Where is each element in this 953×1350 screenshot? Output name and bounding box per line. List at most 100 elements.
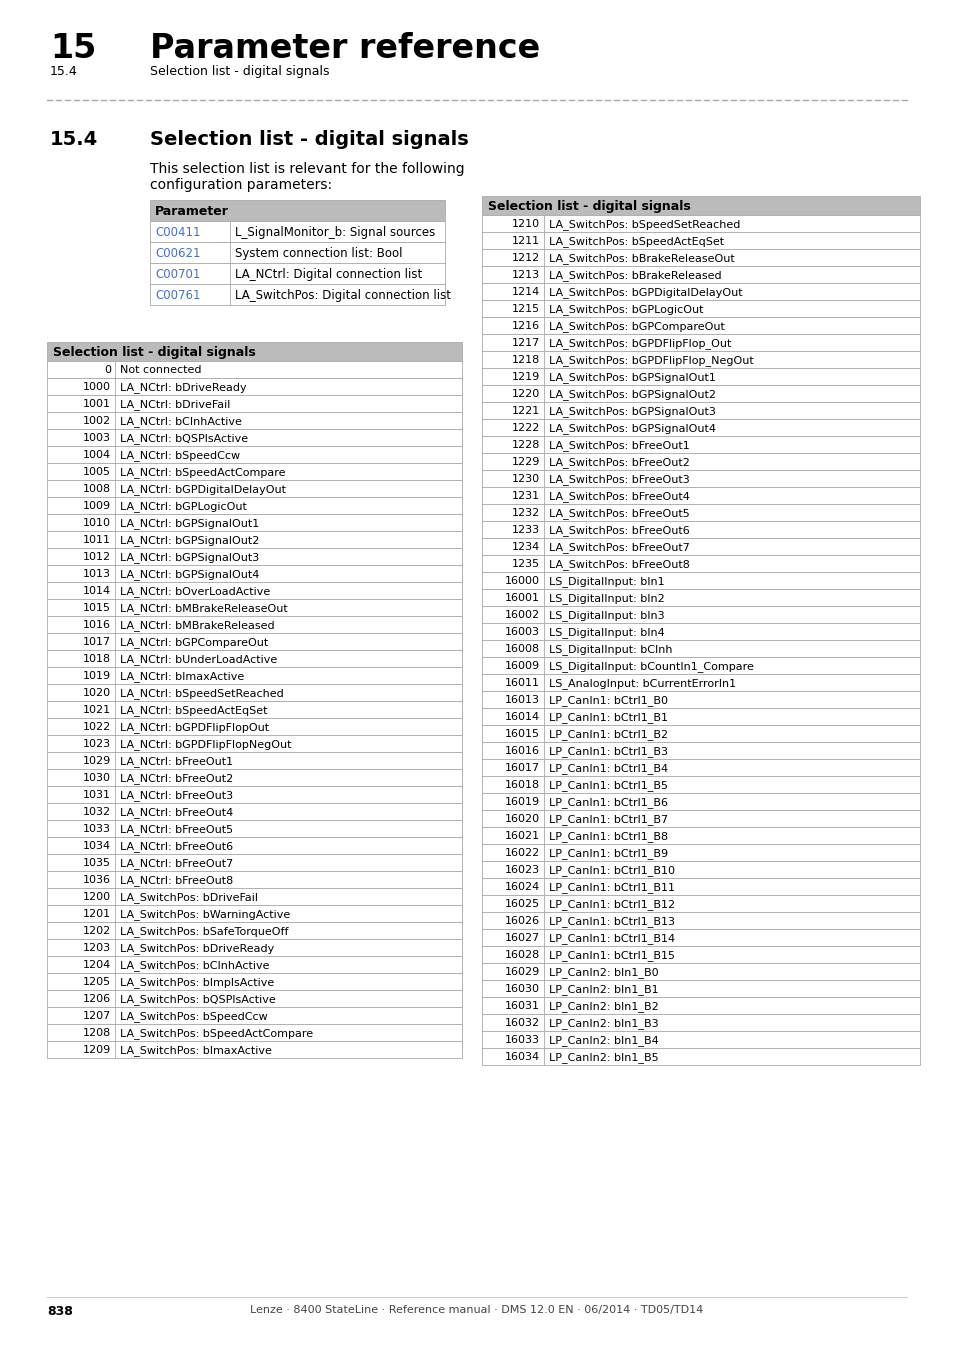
Text: 1020: 1020 — [83, 688, 111, 698]
Bar — [47, 633, 461, 649]
Text: LA_SwitchPos: bGPDFlipFlop_Out: LA_SwitchPos: bGPDFlipFlop_Out — [548, 338, 731, 348]
Text: LA_NCtrl: bFreeOut8: LA_NCtrl: bFreeOut8 — [120, 875, 233, 886]
Bar — [47, 566, 461, 582]
Bar — [47, 531, 461, 548]
Text: LA_NCtrl: bGPSignalOut1: LA_NCtrl: bGPSignalOut1 — [120, 518, 259, 529]
Text: 1015: 1015 — [83, 603, 111, 613]
Text: 1017: 1017 — [83, 637, 111, 647]
Bar — [481, 844, 919, 861]
Text: 1013: 1013 — [83, 568, 111, 579]
Bar — [47, 396, 461, 412]
Text: 1208: 1208 — [83, 1027, 111, 1038]
Bar — [481, 707, 919, 725]
Bar — [47, 701, 461, 718]
Bar — [150, 284, 444, 305]
Text: LS_AnalogInput: bCurrentErrorIn1: LS_AnalogInput: bCurrentErrorIn1 — [548, 678, 736, 688]
Text: 1030: 1030 — [83, 774, 111, 783]
Text: 16026: 16026 — [504, 917, 539, 926]
Text: LA_NCtrl: Digital connection list: LA_NCtrl: Digital connection list — [234, 269, 422, 281]
Text: LS_DigitalInput: bCInh: LS_DigitalInput: bCInh — [548, 644, 672, 655]
Text: 16031: 16031 — [504, 1000, 539, 1011]
Text: LA_SwitchPos: bFreeOut7: LA_SwitchPos: bFreeOut7 — [548, 541, 689, 554]
Text: LP_CanIn2: bIn1_B3: LP_CanIn2: bIn1_B3 — [548, 1018, 658, 1029]
Text: 16003: 16003 — [504, 626, 539, 637]
Text: 1204: 1204 — [83, 960, 111, 971]
Bar — [481, 402, 919, 418]
Bar — [47, 990, 461, 1007]
Text: 16017: 16017 — [504, 763, 539, 774]
Text: LA_SwitchPos: bFreeOut8: LA_SwitchPos: bFreeOut8 — [548, 559, 689, 570]
Bar — [47, 803, 461, 819]
Bar — [481, 674, 919, 691]
Text: LA_NCtrl: bFreeOut5: LA_NCtrl: bFreeOut5 — [120, 824, 233, 834]
Text: configuration parameters:: configuration parameters: — [150, 178, 332, 192]
Text: 16032: 16032 — [504, 1018, 539, 1027]
Bar — [481, 333, 919, 351]
Text: LA_SwitchPos: bFreeOut4: LA_SwitchPos: bFreeOut4 — [548, 491, 689, 502]
Bar — [47, 904, 461, 922]
Text: LP_CanIn1: bCtrl1_B5: LP_CanIn1: bCtrl1_B5 — [548, 780, 667, 791]
Text: LA_SwitchPos: bFreeOut2: LA_SwitchPos: bFreeOut2 — [548, 458, 689, 468]
Text: 1033: 1033 — [83, 824, 111, 834]
Text: LA_NCtrl: bFreeOut2: LA_NCtrl: bFreeOut2 — [120, 774, 233, 784]
Text: 1211: 1211 — [512, 236, 539, 246]
Text: 1000: 1000 — [83, 382, 111, 391]
Text: LP_CanIn1: bCtrl1_B9: LP_CanIn1: bCtrl1_B9 — [548, 848, 667, 859]
Bar — [47, 1007, 461, 1025]
Text: LA_SwitchPos: bGPLogicOut: LA_SwitchPos: bGPLogicOut — [548, 304, 702, 315]
Text: 1002: 1002 — [83, 416, 111, 427]
Bar — [47, 446, 461, 463]
Text: 16022: 16022 — [504, 848, 539, 859]
Bar — [47, 718, 461, 734]
Bar — [47, 752, 461, 769]
Text: 16001: 16001 — [504, 593, 539, 603]
Text: LA_SwitchPos: bSafeTorqueOff: LA_SwitchPos: bSafeTorqueOff — [120, 926, 288, 937]
Text: LA_SwitchPos: bFreeOut3: LA_SwitchPos: bFreeOut3 — [548, 474, 689, 485]
Bar — [47, 888, 461, 905]
Text: LA_NCtrl: bFreeOut7: LA_NCtrl: bFreeOut7 — [120, 859, 233, 869]
Bar — [481, 861, 919, 878]
Bar — [481, 776, 919, 792]
Text: LP_CanIn1: bCtrl1_B14: LP_CanIn1: bCtrl1_B14 — [548, 933, 675, 944]
Bar — [481, 946, 919, 963]
Bar — [481, 504, 919, 521]
Text: LP_CanIn1: bCtrl1_B0: LP_CanIn1: bCtrl1_B0 — [548, 695, 667, 706]
Bar — [47, 514, 461, 531]
Text: 16014: 16014 — [504, 711, 539, 722]
Text: LA_NCtrl: bUnderLoadActive: LA_NCtrl: bUnderLoadActive — [120, 653, 277, 666]
Text: LS_DigitalInput: bIn4: LS_DigitalInput: bIn4 — [548, 626, 664, 639]
Bar — [481, 810, 919, 828]
Text: 1034: 1034 — [83, 841, 111, 850]
Text: LA_SwitchPos: Digital connection list: LA_SwitchPos: Digital connection list — [234, 289, 451, 302]
Text: LA_SwitchPos: bFreeOut6: LA_SwitchPos: bFreeOut6 — [548, 525, 689, 536]
Text: LA_NCtrl: bSpeedSetReached: LA_NCtrl: bSpeedSetReached — [120, 688, 283, 699]
Text: 16033: 16033 — [504, 1035, 539, 1045]
Text: 16018: 16018 — [504, 780, 539, 790]
Bar — [481, 657, 919, 674]
Text: LA_SwitchPos: bGPSignalOut3: LA_SwitchPos: bGPSignalOut3 — [548, 406, 715, 417]
Text: LP_CanIn1: bCtrl1_B6: LP_CanIn1: bCtrl1_B6 — [548, 796, 667, 807]
Bar — [47, 956, 461, 973]
Text: LA_SwitchPos: bGPSignalOut1: LA_SwitchPos: bGPSignalOut1 — [548, 373, 715, 383]
Bar — [481, 1048, 919, 1065]
Text: 1214: 1214 — [511, 288, 539, 297]
Text: LA_NCtrl: bFreeOut4: LA_NCtrl: bFreeOut4 — [120, 807, 233, 818]
Text: 1231: 1231 — [512, 491, 539, 501]
Text: 16020: 16020 — [504, 814, 539, 824]
Text: 1035: 1035 — [83, 859, 111, 868]
Text: LA_SwitchPos: bSpeedActCompare: LA_SwitchPos: bSpeedActCompare — [120, 1027, 313, 1040]
Bar — [47, 871, 461, 888]
Text: 1021: 1021 — [83, 705, 111, 716]
Text: 1222: 1222 — [511, 423, 539, 433]
Text: 1229: 1229 — [511, 458, 539, 467]
Text: LA_NCtrl: bGPDigitalDelayOut: LA_NCtrl: bGPDigitalDelayOut — [120, 485, 286, 495]
Text: 1005: 1005 — [83, 467, 111, 477]
Text: LP_CanIn1: bCtrl1_B15: LP_CanIn1: bCtrl1_B15 — [548, 950, 675, 961]
Text: 16021: 16021 — [504, 832, 539, 841]
Text: LA_NCtrl: bGPSignalOut2: LA_NCtrl: bGPSignalOut2 — [120, 535, 259, 545]
Text: 1036: 1036 — [83, 875, 111, 886]
Bar — [481, 284, 919, 300]
Text: 16002: 16002 — [504, 610, 539, 620]
Text: LA_SwitchPos: bDriveReady: LA_SwitchPos: bDriveReady — [120, 944, 274, 954]
Text: 16011: 16011 — [504, 678, 539, 688]
